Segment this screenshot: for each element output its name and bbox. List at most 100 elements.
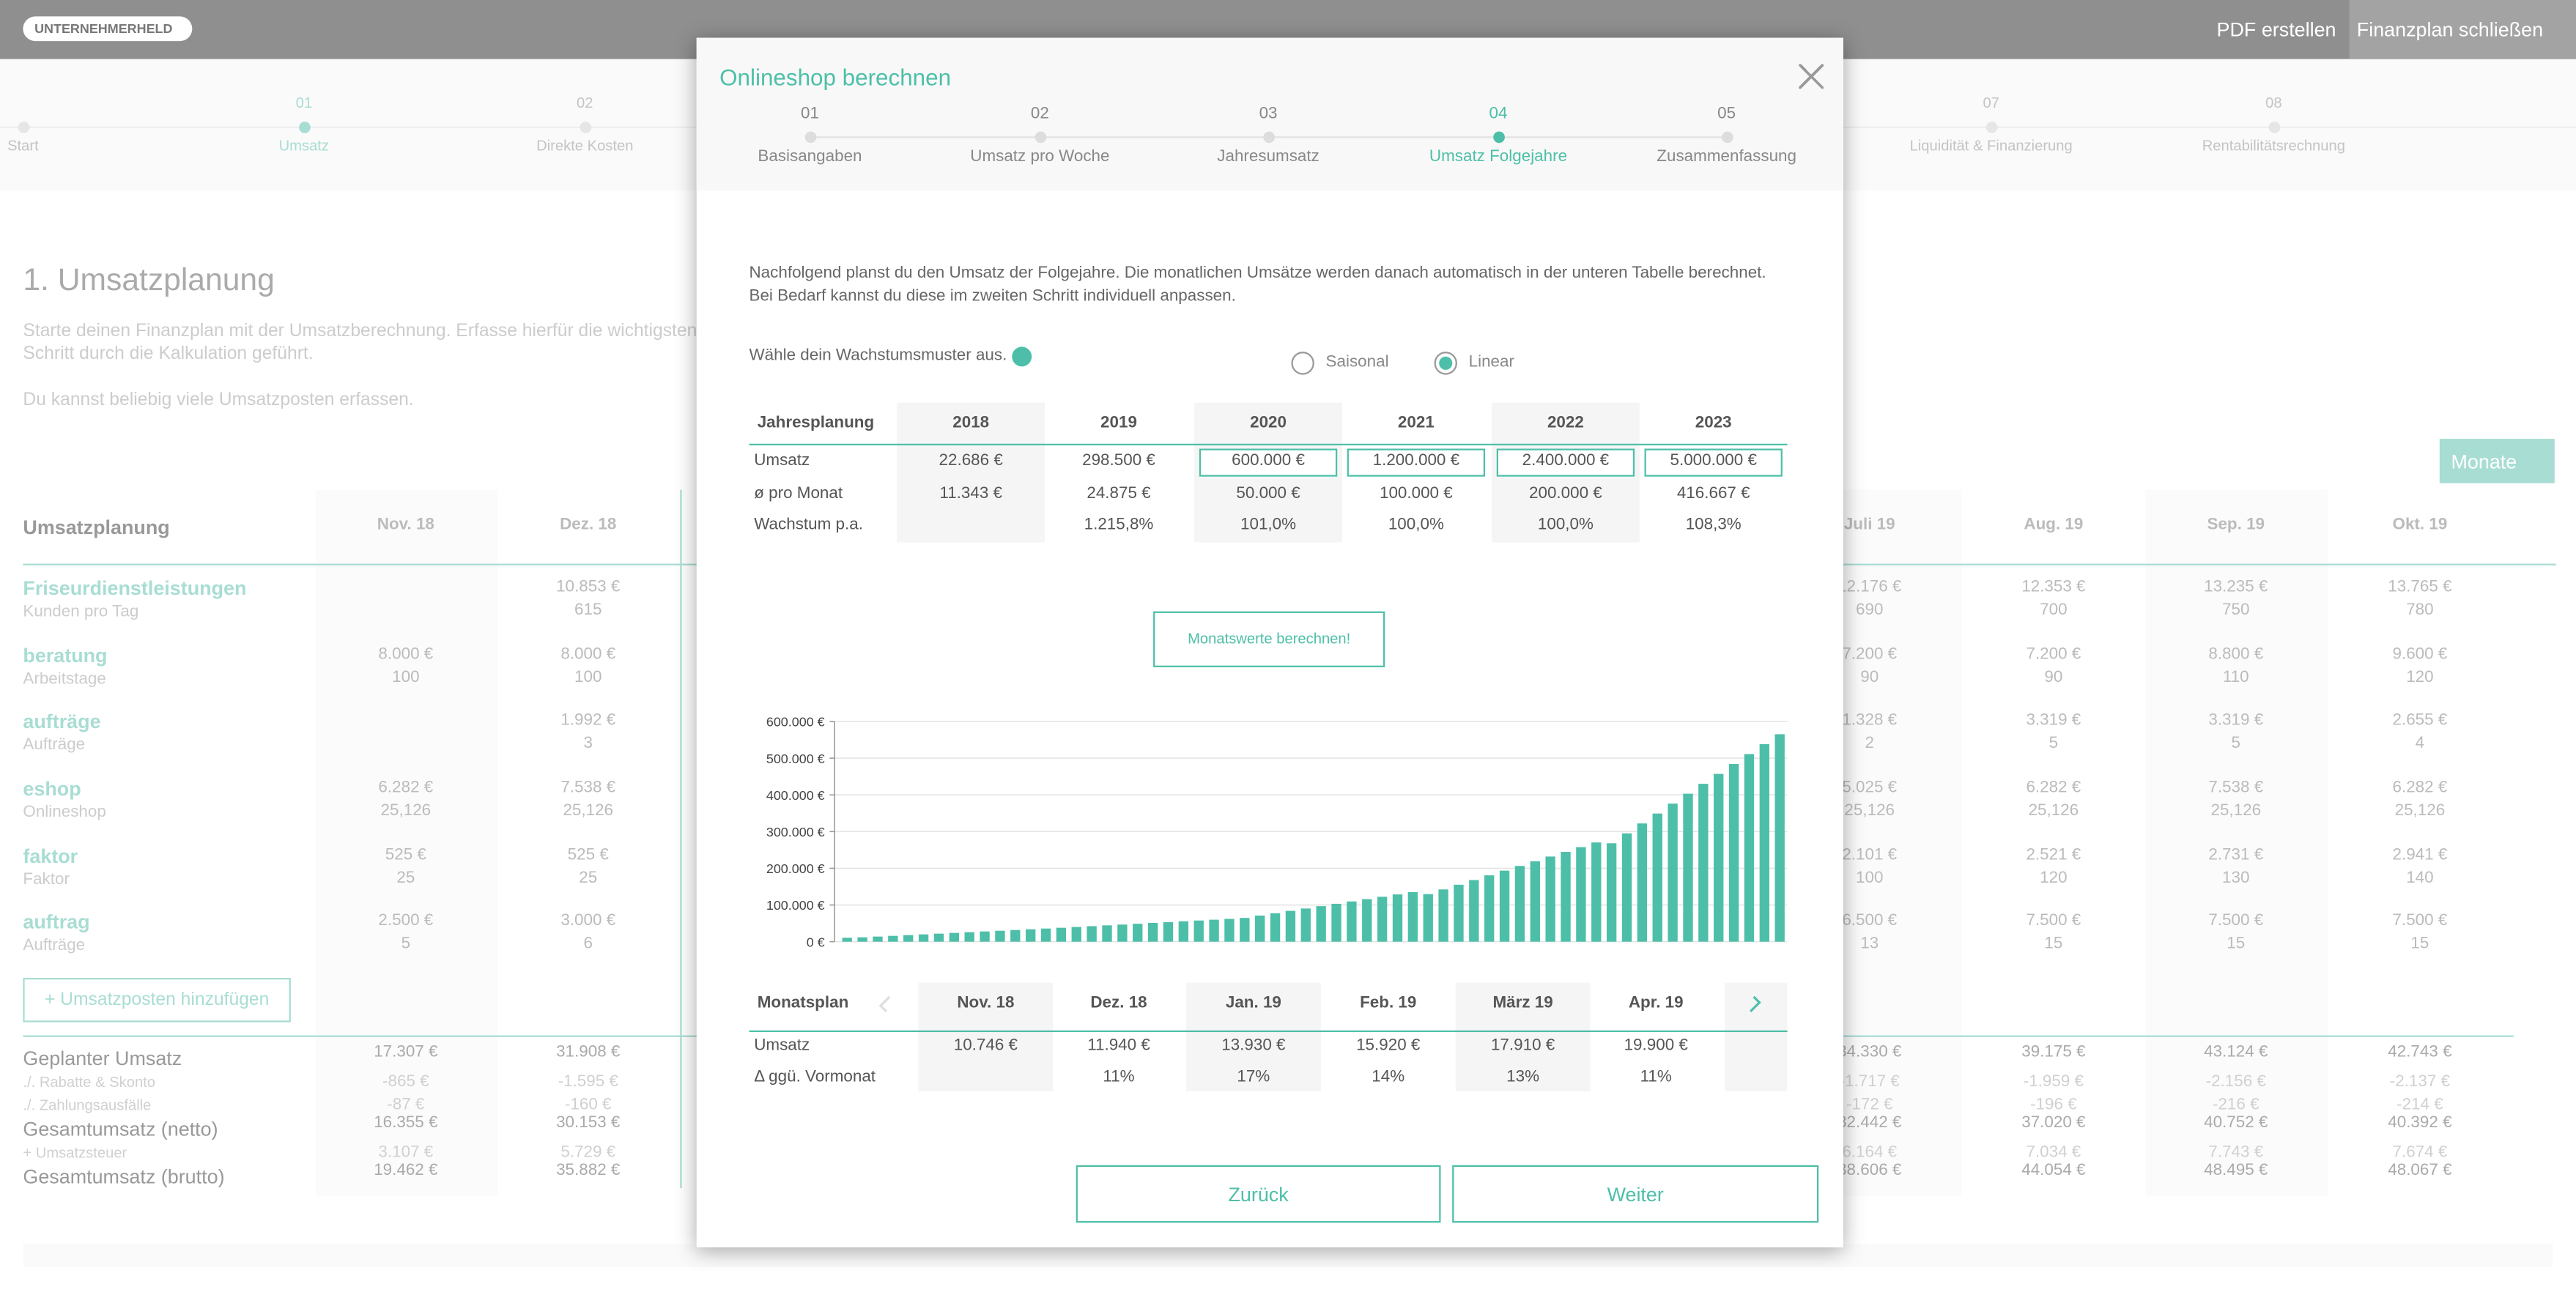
year-input[interactable] [1347, 448, 1486, 477]
add-button[interactable] [23, 978, 291, 1023]
cell-value: 8.000 € [560, 645, 616, 664]
bar [1025, 929, 1036, 942]
row-sub: Aufträge [23, 936, 86, 955]
months-button-label[interactable]: Monate [2451, 449, 2517, 473]
cell-quantity: 15 [2410, 935, 2429, 954]
radio-label[interactable]: Saisonal [1325, 353, 1389, 372]
next-button[interactable] [1452, 1165, 1819, 1223]
bar [1698, 784, 1709, 942]
column-header: Aug. 19 [2024, 516, 2084, 535]
add-button-label[interactable]: + Umsatzposten hinzufügen [44, 989, 270, 1009]
year-cell[interactable]: 2.400.000 € [1522, 452, 1610, 470]
bar [857, 937, 867, 942]
cell-value: 7.538 € [560, 779, 616, 798]
year-cell[interactable]: 1.200.000 € [1372, 452, 1460, 470]
table-header: Umsatzplanung [23, 516, 170, 539]
year-header: 2019 [1100, 414, 1137, 433]
year-cell[interactable]: 5.000.000 € [1670, 452, 1757, 470]
cell-quantity: 100 [1856, 869, 1884, 888]
column-shade [315, 489, 498, 1197]
year-cell: 1.215,8% [1084, 516, 1154, 535]
year-input[interactable] [1199, 448, 1338, 477]
cell-quantity: 25,126 [2028, 801, 2079, 820]
total-cell: -2.156 € [2205, 1073, 2266, 1091]
bar [1606, 843, 1617, 942]
total-cell: 48.067 € [2388, 1162, 2452, 1180]
year-input[interactable] [1644, 448, 1783, 477]
modal-step-number: 01 [800, 105, 819, 124]
bar [949, 932, 960, 942]
bar [1514, 866, 1525, 942]
cell-value: 8.800 € [2208, 645, 2264, 664]
total-cell: -1.959 € [2023, 1073, 2084, 1091]
step-dot [579, 120, 591, 133]
cell-value: 8.000 € [378, 645, 434, 664]
y-tick-label: 200.000 € [766, 861, 825, 876]
pdf-button[interactable]: PDF erstellen [2216, 18, 2336, 42]
back-button-label[interactable]: Zurück [1228, 1183, 1289, 1206]
year-cell[interactable]: 600.000 € [1232, 452, 1305, 470]
cell-quantity: 780 [2406, 601, 2434, 620]
cell-value: 6.500 € [1842, 912, 1898, 930]
cell-value: 9.600 € [2392, 645, 2448, 664]
total-cell: 40.392 € [2388, 1114, 2452, 1132]
next-button-label[interactable]: Weiter [1607, 1183, 1664, 1206]
row-sub: Onlineshop [23, 804, 106, 822]
cell-quantity: 15 [2044, 935, 2063, 954]
step-number: 07 [1983, 94, 1999, 111]
modal-step-label[interactable]: Umsatz pro Woche [970, 147, 1110, 166]
table-line [749, 443, 1788, 446]
year-header: 2021 [1397, 414, 1435, 433]
month-cell: 15.920 € [1356, 1036, 1421, 1055]
bar [1392, 894, 1403, 942]
bar [1668, 804, 1678, 942]
step-label: Start [7, 137, 39, 154]
info-icon [1012, 346, 1032, 367]
y-tick-label: 400.000 € [766, 788, 825, 803]
modal-step-label[interactable]: Umsatz Folgejahre [1429, 147, 1568, 166]
bar [1744, 754, 1755, 942]
modal-step-number: 03 [1259, 105, 1278, 124]
total-cell: -196 € [2030, 1096, 2077, 1115]
radio[interactable] [1434, 352, 1457, 375]
cell-value: 2.731 € [2208, 846, 2264, 865]
close-x[interactable] [1799, 64, 1824, 89]
total-cell: 7.034 € [2026, 1143, 2081, 1162]
month-header: Jan. 19 [1225, 994, 1281, 1013]
month-cell: 19.900 € [1624, 1036, 1688, 1055]
cell-value: 7.200 € [1842, 645, 1898, 664]
bar [1591, 842, 1602, 942]
bar [1545, 856, 1555, 942]
total-cell: -160 € [564, 1096, 612, 1115]
radio[interactable] [1291, 352, 1314, 375]
cell-quantity: 615 [574, 601, 602, 620]
year-header: 2018 [952, 414, 990, 433]
cell-quantity: 25,126 [380, 801, 432, 820]
bar [1347, 901, 1357, 942]
radio-label[interactable]: Linear [1468, 353, 1514, 372]
step-label: Liquidität & Finanzierung [1909, 137, 2073, 154]
total-label: ./. Rabatte & Skonto [23, 1074, 156, 1091]
modal-step-label[interactable]: Zusammenfassung [1657, 147, 1797, 166]
compute-button[interactable] [1153, 611, 1385, 667]
footer-band [23, 1244, 2553, 1267]
year-header: 2022 [1547, 414, 1584, 433]
compute-button-label[interactable]: Monatswerte berechnen! [1188, 630, 1351, 647]
close-plan[interactable]: Finanzplan schließen [2356, 18, 2544, 42]
modal-step-label[interactable]: Basisangaben [758, 147, 862, 166]
month-cell: 10.746 € [953, 1036, 1018, 1055]
cell-value: 13.765 € [2388, 578, 2452, 597]
year-header: 2020 [1250, 414, 1287, 433]
total-label: + Umsatzsteuer [23, 1144, 127, 1162]
back-button[interactable] [1076, 1165, 1441, 1223]
cell-value: 5.025 € [1842, 779, 1898, 798]
column-header: Nov. 18 [377, 516, 434, 535]
cell-quantity: 25,126 [563, 801, 614, 820]
months-button[interactable] [2439, 439, 2555, 483]
bar [1469, 880, 1479, 942]
year-cell: 11.343 € [939, 484, 1003, 503]
cell-quantity: 90 [1860, 669, 1879, 687]
modal-step-label[interactable]: Jahresumsatz [1217, 147, 1320, 166]
year-input[interactable] [1496, 448, 1635, 477]
